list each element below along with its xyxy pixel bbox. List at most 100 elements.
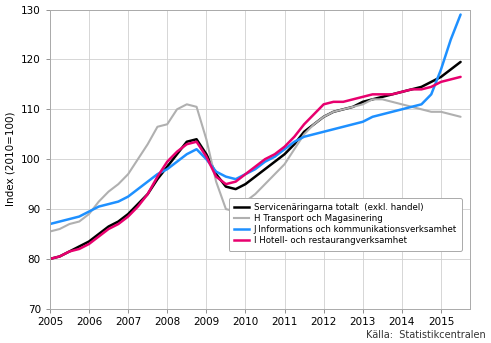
J Informations och kommunikationsverksamhet xyxy=(330,127,336,131)
H Transport och Magasinering xyxy=(380,97,385,102)
I Hotell- och restaurangverksamhet xyxy=(66,249,72,253)
Servicenäringarna totalt  (exkl. handel) xyxy=(428,80,434,84)
I Hotell- och restaurangverksamhet xyxy=(330,100,336,104)
H Transport och Magasinering xyxy=(321,115,327,119)
Servicenäringarna totalt  (exkl. handel) xyxy=(262,167,268,171)
I Hotell- och restaurangverksamhet xyxy=(86,242,92,246)
Servicenäringarna totalt  (exkl. handel) xyxy=(370,97,376,102)
Line: Servicenäringarna totalt  (exkl. handel): Servicenäringarna totalt (exkl. handel) xyxy=(50,62,461,259)
I Hotell- och restaurangverksamhet xyxy=(155,175,161,179)
I Hotell- och restaurangverksamhet xyxy=(106,227,111,231)
I Hotell- och restaurangverksamhet xyxy=(233,180,239,184)
J Informations och kommunikationsverksamhet xyxy=(47,222,53,226)
Servicenäringarna totalt  (exkl. handel) xyxy=(57,255,63,259)
Servicenäringarna totalt  (exkl. handel) xyxy=(243,182,248,186)
H Transport och Magasinering xyxy=(193,105,199,109)
H Transport och Magasinering xyxy=(458,115,464,119)
J Informations och kommunikationsverksamhet xyxy=(57,220,63,224)
J Informations och kommunikationsverksamhet xyxy=(96,204,102,209)
Legend: Servicenäringarna totalt  (exkl. handel), H Transport och Magasinering, J Inform: Servicenäringarna totalt (exkl. handel),… xyxy=(229,198,462,251)
J Informations och kommunikationsverksamhet xyxy=(243,172,248,176)
I Hotell- och restaurangverksamhet xyxy=(340,100,346,104)
Servicenäringarna totalt  (exkl. handel) xyxy=(330,110,336,114)
I Hotell- och restaurangverksamhet xyxy=(409,87,414,92)
Servicenäringarna totalt  (exkl. handel) xyxy=(438,75,444,79)
I Hotell- och restaurangverksamhet xyxy=(458,75,464,79)
J Informations och kommunikationsverksamhet xyxy=(418,102,424,106)
Servicenäringarna totalt  (exkl. handel) xyxy=(350,105,356,109)
H Transport och Magasinering xyxy=(350,105,356,109)
I Hotell- och restaurangverksamhet xyxy=(96,235,102,239)
H Transport och Magasinering xyxy=(418,107,424,111)
Line: I Hotell- och restaurangverksamhet: I Hotell- och restaurangverksamhet xyxy=(50,77,461,259)
H Transport och Magasinering xyxy=(164,122,170,126)
I Hotell- och restaurangverksamhet xyxy=(311,112,317,116)
H Transport och Magasinering xyxy=(213,180,219,184)
Servicenäringarna totalt  (exkl. handel) xyxy=(76,245,82,249)
H Transport och Magasinering xyxy=(291,147,297,151)
J Informations och kommunikationsverksamhet xyxy=(438,67,444,71)
J Informations och kommunikationsverksamhet xyxy=(252,167,258,171)
J Informations och kommunikationsverksamhet xyxy=(389,110,395,114)
J Informations och kommunikationsverksamhet xyxy=(106,202,111,206)
Text: Källa:  Statistikcentralen: Källa: Statistikcentralen xyxy=(366,330,486,340)
I Hotell- och restaurangverksamhet xyxy=(203,155,209,159)
J Informations och kommunikationsverksamhet xyxy=(458,12,464,16)
H Transport och Magasinering xyxy=(66,222,72,226)
J Informations och kommunikationsverksamhet xyxy=(370,115,376,119)
J Informations och kommunikationsverksamhet xyxy=(184,152,190,156)
H Transport och Magasinering xyxy=(272,172,278,176)
I Hotell- och restaurangverksamhet xyxy=(47,257,53,261)
Servicenäringarna totalt  (exkl. handel) xyxy=(340,107,346,111)
Servicenäringarna totalt  (exkl. handel) xyxy=(164,165,170,169)
I Hotell- och restaurangverksamhet xyxy=(243,172,248,176)
H Transport och Magasinering xyxy=(125,172,131,176)
I Hotell- och restaurangverksamhet xyxy=(213,175,219,179)
Servicenäringarna totalt  (exkl. handel) xyxy=(409,87,414,92)
H Transport och Magasinering xyxy=(47,229,53,234)
H Transport och Magasinering xyxy=(223,207,229,211)
Line: J Informations och kommunikationsverksamhet: J Informations och kommunikationsverksam… xyxy=(50,14,461,224)
J Informations och kommunikationsverksamhet xyxy=(399,107,405,111)
Servicenäringarna totalt  (exkl. handel) xyxy=(184,140,190,144)
I Hotell- och restaurangverksamhet xyxy=(301,122,307,126)
H Transport och Magasinering xyxy=(96,200,102,204)
Servicenäringarna totalt  (exkl. handel) xyxy=(135,202,141,206)
J Informations och kommunikationsverksamhet xyxy=(135,187,141,191)
I Hotell- och restaurangverksamhet xyxy=(262,157,268,161)
Servicenäringarna totalt  (exkl. handel) xyxy=(223,185,229,189)
J Informations och kommunikationsverksamhet xyxy=(448,37,454,42)
Line: H Transport och Magasinering: H Transport och Magasinering xyxy=(50,99,461,232)
Servicenäringarna totalt  (exkl. handel) xyxy=(458,60,464,64)
Servicenäringarna totalt  (exkl. handel) xyxy=(193,137,199,141)
H Transport och Magasinering xyxy=(262,182,268,186)
I Hotell- och restaurangverksamhet xyxy=(193,140,199,144)
Servicenäringarna totalt  (exkl. handel) xyxy=(115,220,121,224)
I Hotell- och restaurangverksamhet xyxy=(389,92,395,96)
J Informations och kommunikationsverksamhet xyxy=(272,155,278,159)
Servicenäringarna totalt  (exkl. handel) xyxy=(418,85,424,89)
Servicenäringarna totalt  (exkl. handel) xyxy=(145,192,151,196)
H Transport och Magasinering xyxy=(252,192,258,196)
I Hotell- och restaurangverksamhet xyxy=(321,102,327,106)
H Transport och Magasinering xyxy=(389,100,395,104)
H Transport och Magasinering xyxy=(282,162,288,166)
H Transport och Magasinering xyxy=(155,125,161,129)
I Hotell- och restaurangverksamhet xyxy=(438,80,444,84)
Servicenäringarna totalt  (exkl. handel) xyxy=(321,115,327,119)
Servicenäringarna totalt  (exkl. handel) xyxy=(47,257,53,261)
H Transport och Magasinering xyxy=(340,107,346,111)
Servicenäringarna totalt  (exkl. handel) xyxy=(399,90,405,94)
H Transport och Magasinering xyxy=(203,137,209,141)
H Transport och Magasinering xyxy=(243,200,248,204)
Servicenäringarna totalt  (exkl. handel) xyxy=(272,159,278,164)
Servicenäringarna totalt  (exkl. handel) xyxy=(301,130,307,134)
I Hotell- och restaurangverksamhet xyxy=(350,97,356,102)
H Transport och Magasinering xyxy=(301,132,307,136)
H Transport och Magasinering xyxy=(115,182,121,186)
H Transport och Magasinering xyxy=(184,102,190,106)
I Hotell- och restaurangverksamhet xyxy=(448,77,454,81)
J Informations och kommunikationsverksamhet xyxy=(164,167,170,171)
Servicenäringarna totalt  (exkl. handel) xyxy=(213,172,219,176)
J Informations och kommunikationsverksamhet xyxy=(291,140,297,144)
